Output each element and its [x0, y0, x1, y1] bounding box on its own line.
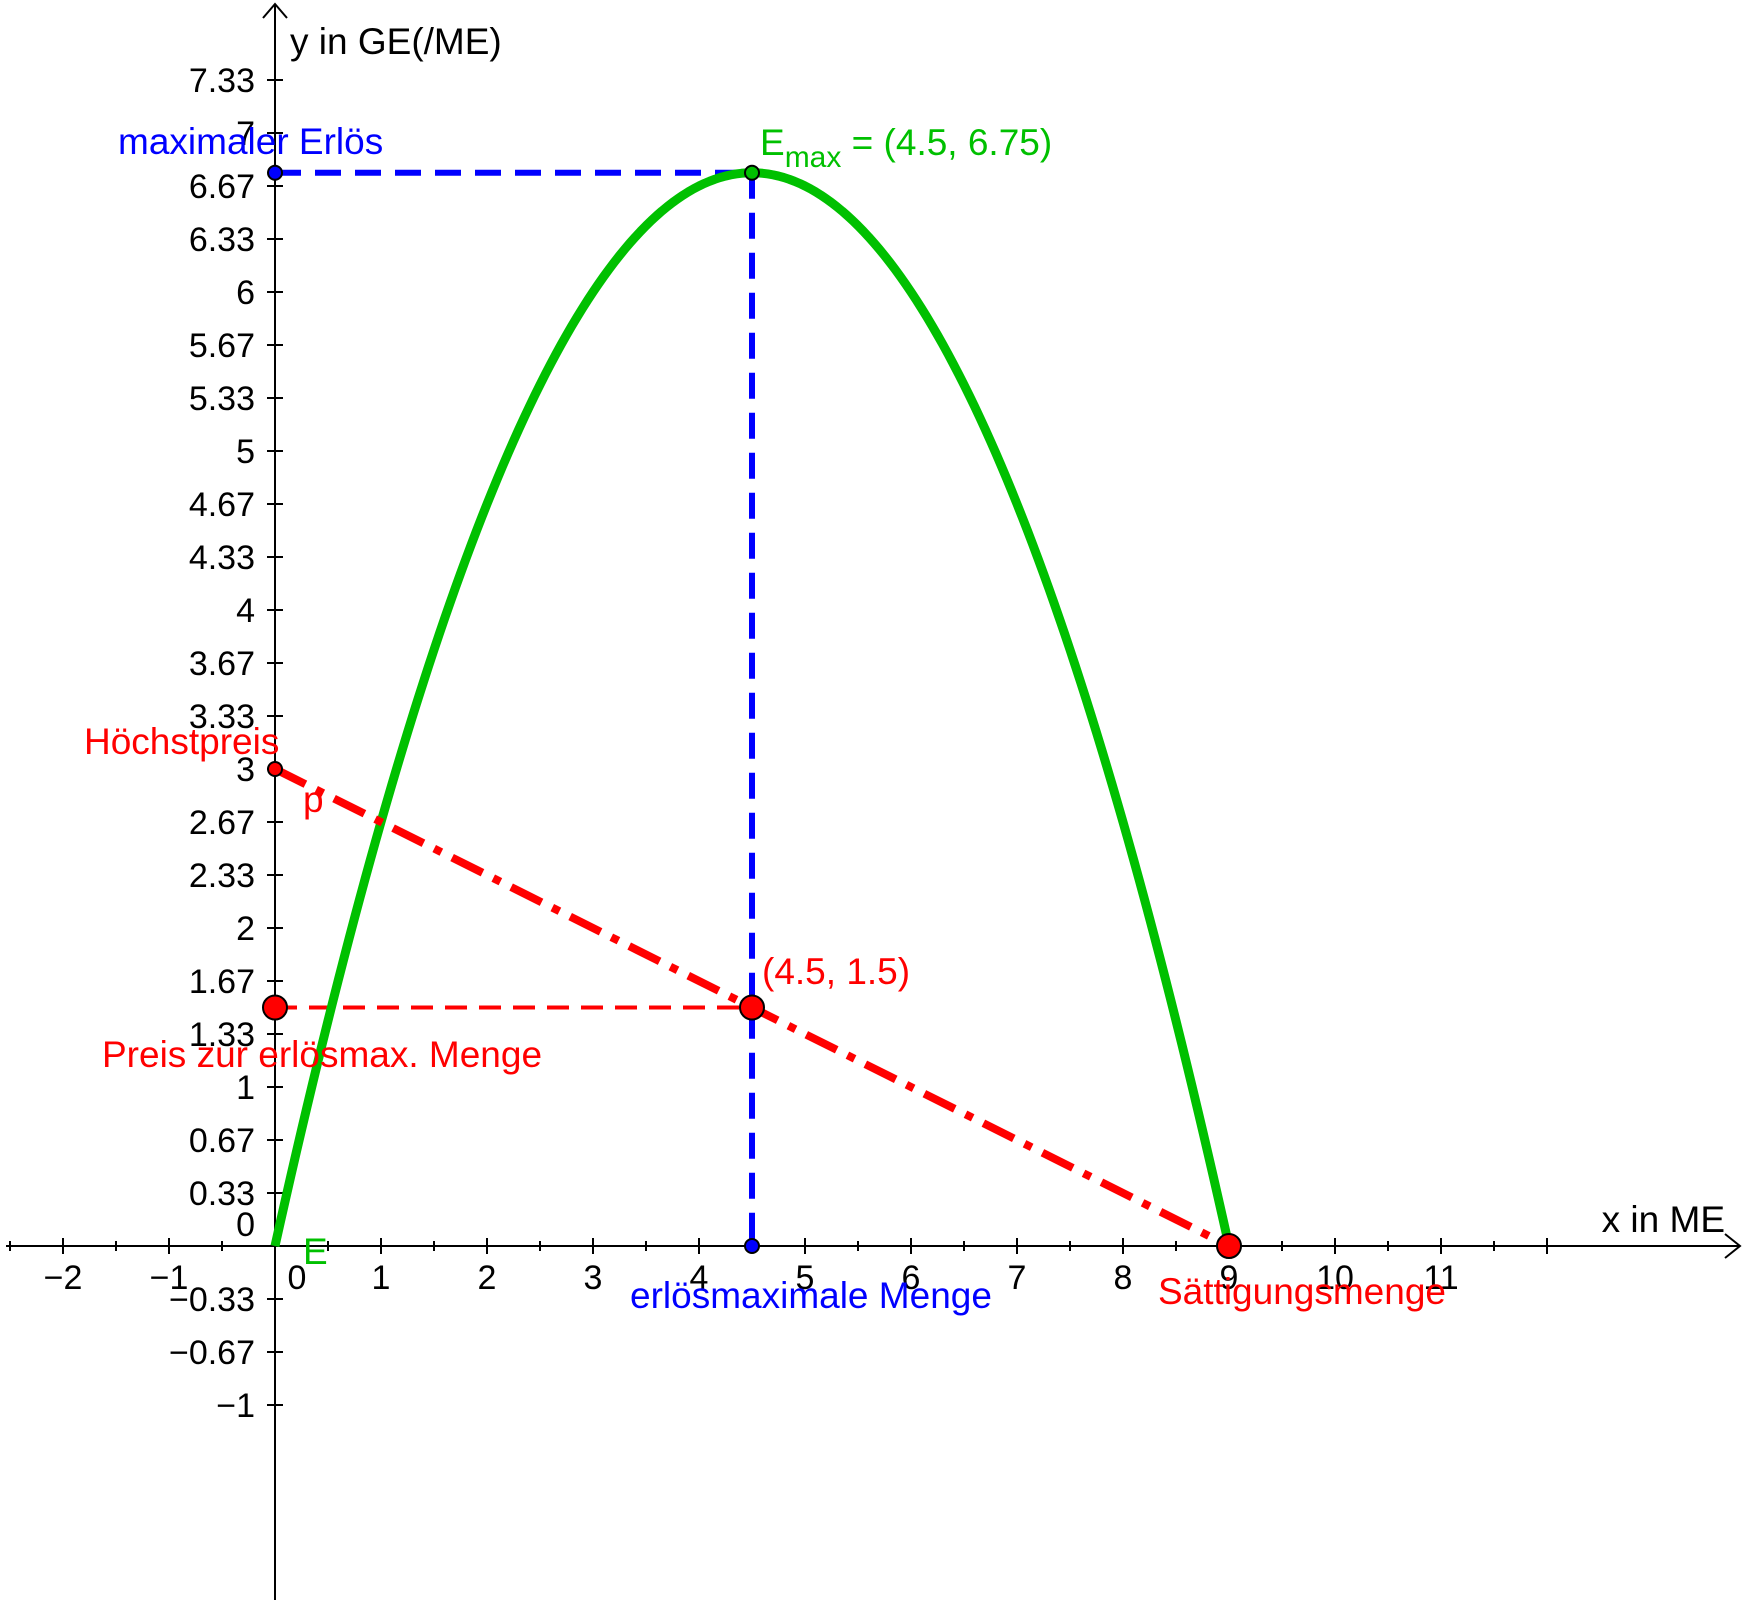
- point-marker: [744, 1238, 760, 1254]
- emax-base: E: [760, 122, 785, 163]
- y-tick-label: 7.33: [189, 62, 255, 100]
- point-coordinate-label: (4.5, 1.5): [762, 951, 910, 992]
- y-tick-label: 5.33: [189, 380, 255, 418]
- x-axis-title: x in ME: [1602, 1199, 1725, 1240]
- point-marker: [267, 761, 283, 777]
- y-tick-label: 3.33: [189, 698, 255, 736]
- y-axis-title: y in GE(/ME): [290, 21, 502, 62]
- y-tick-label: 6.33: [189, 221, 255, 259]
- x-axis-arrow: [1724, 1233, 1742, 1259]
- x-tick-label: 9: [1220, 1259, 1239, 1297]
- x-tick-label: 4: [690, 1259, 709, 1297]
- x-tick-label: 7: [1008, 1259, 1027, 1297]
- point-marker: [744, 164, 760, 181]
- y-tick-label: 5.67: [189, 327, 255, 365]
- x-tick-label: 3: [584, 1259, 603, 1297]
- x-tick-label: 5: [796, 1259, 815, 1297]
- y-tick-label: −1: [216, 1387, 255, 1425]
- y-tick-label: 5: [236, 433, 255, 471]
- y-tick-label: 2: [236, 910, 255, 948]
- x-tick-label: −2: [44, 1259, 83, 1297]
- x-tick-label: 6: [902, 1259, 921, 1297]
- e-curve-label: E: [303, 1231, 328, 1272]
- point-marker: [739, 994, 765, 1021]
- y-tick-label: 4.33: [189, 539, 255, 577]
- point-marker: [267, 164, 283, 181]
- y-tick-label: 7: [236, 115, 255, 153]
- maximaler-erloes-label: maximaler Erlös: [118, 121, 383, 162]
- y-tick-label: −0.67: [169, 1334, 255, 1372]
- x-ticks: −2 −1 0 1 2 3 4 5 6 7 8 9 10 11: [9, 1238, 1548, 1297]
- y-tick-label: 1.33: [189, 1016, 255, 1054]
- preis-label: Preis zur erlösmax. Menge: [102, 1034, 542, 1075]
- x-tick-label: 10: [1316, 1259, 1354, 1297]
- y-tick-label: 2.67: [189, 804, 255, 842]
- x-tick-label: −1: [150, 1259, 189, 1297]
- guide-lines: [275, 169, 755, 1246]
- hoechstpreis-label: Höchstpreis: [84, 721, 279, 762]
- y-ticks: −1 −0.67 −0.33 00.33 0.67 1 1.33 1.67 2 2.33 2.67 3…: [169, 62, 283, 1425]
- y-tick-label: 0.67: [189, 1122, 255, 1160]
- points: [262, 164, 1242, 1259]
- x-tick-label: 1: [372, 1259, 391, 1297]
- erloesmaximale-menge-label: erlösmaximale Menge: [630, 1275, 992, 1316]
- y-tick-label: 1: [236, 1069, 255, 1107]
- saettigungsmenge-label: Sättigungsmenge: [1158, 1271, 1446, 1312]
- point-marker: [262, 994, 288, 1021]
- y-tick-label: 0.33: [189, 1175, 255, 1213]
- x-tick-label: 8: [1114, 1259, 1133, 1297]
- y-tick-label: 4: [236, 592, 255, 630]
- y-tick-label: 6.67: [189, 168, 255, 206]
- x-tick-label: 2: [478, 1259, 497, 1297]
- y-tick-label: 3: [236, 751, 255, 789]
- x-tick-label: 0: [288, 1259, 307, 1297]
- y-tick-label: 2.33: [189, 857, 255, 895]
- point-marker: [1216, 1233, 1242, 1259]
- y-axis-arrow: [262, 2, 288, 19]
- emax-coords: = (4.5, 6.75): [841, 122, 1052, 163]
- y-tick-label: −0.33: [169, 1281, 255, 1319]
- y-tick-label: 4.67: [189, 486, 255, 524]
- emax-sub: max: [785, 141, 842, 174]
- annotations: Emax = (4.5, 6.75) maximaler Erlös Höchs…: [84, 121, 1446, 1316]
- x-tick-label: 11: [1423, 1259, 1458, 1297]
- y-tick-label: 6: [236, 274, 255, 312]
- y-tick-label: 1.67: [189, 963, 255, 1001]
- emax-label: Emax = (4.5, 6.75): [760, 122, 1052, 174]
- p-label: p: [303, 779, 324, 820]
- axes: −2 −1 0 1 2 3 4 5 6 7 8 9 10 11 −1−0.67−0.3300.330.67…: [6, 2, 1742, 1600]
- y-tick-label: 0: [236, 1206, 255, 1244]
- y-tick-label: 3.67: [189, 645, 255, 683]
